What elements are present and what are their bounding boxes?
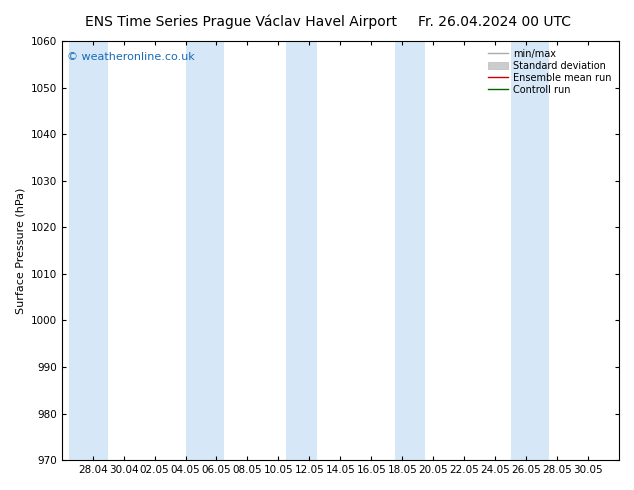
Text: © weatheronline.co.uk: © weatheronline.co.uk (67, 51, 195, 62)
Bar (302, 41, 317, 460)
Bar (410, 41, 425, 460)
Bar (69, 41, 108, 460)
Bar (186, 41, 224, 460)
Text: Fr. 26.04.2024 00 UTC: Fr. 26.04.2024 00 UTC (418, 15, 571, 29)
Legend: min/max, Standard deviation, Ensemble mean run, Controll run: min/max, Standard deviation, Ensemble me… (486, 46, 614, 98)
Bar (510, 41, 549, 460)
Bar (286, 41, 302, 460)
Y-axis label: Surface Pressure (hPa): Surface Pressure (hPa) (15, 187, 25, 314)
Bar (394, 41, 410, 460)
Text: ENS Time Series Prague Václav Havel Airport: ENS Time Series Prague Václav Havel Airp… (85, 15, 397, 29)
